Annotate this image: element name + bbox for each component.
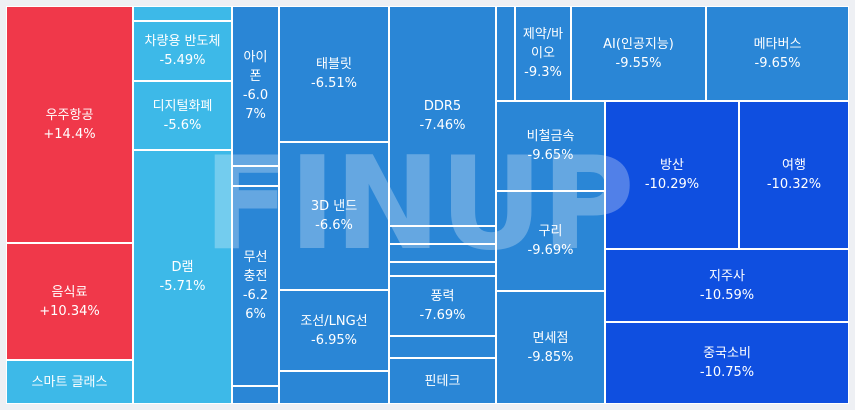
tile-label: D램 [171, 260, 194, 275]
tile-semicar[interactable]: 차량용 반도체 -5.49% [133, 21, 232, 81]
tile-china[interactable]: 중국소비 -10.75% [605, 322, 849, 404]
tile-nand[interactable]: 3D 낸드 -6.6% [279, 142, 389, 290]
tile-label: 우주항공 [45, 107, 94, 123]
tile-label: 태블릿 [316, 57, 352, 72]
tile-ai[interactable]: AI(인공지능) -9.55% [571, 6, 706, 101]
tile-change: -9.65% [527, 148, 574, 163]
tile-label: 면세점 [532, 330, 569, 346]
tile-label: 메타버스 [753, 36, 802, 52]
tile-iphone[interactable]: 아이 폰 -6.0 7% [232, 6, 279, 166]
tile-wind[interactable]: 풍력 -7.69% [389, 276, 496, 336]
tile-change: -9.69% [527, 243, 574, 258]
tile-label: 지주사 [709, 268, 745, 284]
tile-ddr5[interactable]: DDR5 -7.46% [389, 6, 496, 226]
tile-change: -6.95% [311, 332, 357, 348]
tile-label: 조선/LNG선 [300, 313, 368, 329]
tile-blank_d4[interactable] [389, 336, 496, 358]
tile-blank_t[interactable] [496, 6, 515, 101]
tile-blank_s[interactable] [279, 371, 389, 404]
tile-meta[interactable]: 메타버스 -9.65% [706, 6, 849, 101]
tile-pharma[interactable]: 제약/바 이오 -9.3% [515, 6, 571, 101]
tile-label: 방산 [660, 158, 684, 173]
tile-label: 아이 폰 [243, 50, 268, 84]
tile-dutyfree[interactable]: 면세점 -9.85% [496, 291, 605, 404]
tile-change: -10.29% [644, 177, 700, 192]
tile-label: 구리 [538, 224, 563, 239]
tile-change: -6.0 7% [242, 88, 269, 122]
tile-label: 비철금속 [526, 129, 575, 144]
tile-blank_d3[interactable] [389, 262, 496, 276]
tile-label: 무선 충전 [243, 250, 268, 284]
tile-change: -5.71% [159, 279, 206, 294]
tile-tablet[interactable]: 태블릿 -6.51% [279, 6, 389, 142]
tile-label: 차량용 반도체 [144, 34, 221, 49]
tile-label: 중국소비 [703, 346, 751, 361]
tile-smartglass[interactable]: 스마트 글래스 [6, 360, 133, 404]
tile-change: -10.59% [699, 287, 755, 303]
tile-label: AI(인공지능) [603, 36, 674, 52]
tile-blank_i[interactable] [232, 166, 279, 186]
tile-change: -9.85% [527, 349, 574, 365]
tile-change: -9.65% [754, 55, 801, 71]
tile-blank_top[interactable] [133, 6, 232, 21]
tile-label: DDR5 [423, 99, 462, 114]
tile-change: -5.6% [163, 117, 202, 133]
tile-blank_w[interactable] [232, 386, 279, 404]
tile-wireless[interactable]: 무선 충전 -6.2 6% [232, 186, 279, 386]
tile-change: -10.75% [699, 365, 755, 380]
tile-label: 디지털화폐 [152, 98, 213, 114]
tile-label: 스마트 글래스 [31, 374, 108, 390]
tile-ship[interactable]: 조선/LNG선 -6.95% [279, 290, 389, 371]
tile-travel[interactable]: 여행 -10.32% [739, 101, 849, 249]
tile-label: 음식료 [51, 284, 88, 300]
tile-food[interactable]: 음식료 +10.34% [6, 243, 133, 360]
tile-label: 3D 낸드 [310, 199, 358, 214]
tile-change: +10.34% [39, 303, 100, 319]
tile-fintech[interactable]: 핀테크 [389, 358, 496, 404]
tile-label: 여행 [782, 158, 806, 173]
tile-nonferrous[interactable]: 비철금속 -9.65% [496, 101, 605, 191]
tile-label: 풍력 [430, 289, 455, 304]
treemap-chart: 우주항공 +14.4% 음식료 +10.34% 스마트 글래스 차량용 반도체 -5.49%… [6, 6, 849, 404]
tile-space[interactable]: 우주항공 +14.4% [6, 6, 133, 243]
tile-defense[interactable]: 방산 -10.29% [605, 101, 739, 249]
tile-digital[interactable]: 디지털화폐 -5.6% [133, 81, 232, 150]
tile-holding[interactable]: 지주사 -10.59% [605, 249, 849, 322]
tile-change: -6.6% [315, 218, 353, 233]
tile-change: -5.49% [159, 53, 206, 68]
tile-change: -9.55% [615, 55, 662, 71]
tile-dram[interactable]: D램 -5.71% [133, 150, 232, 404]
tile-change: -7.46% [419, 118, 466, 133]
tile-copper[interactable]: 구리 -9.69% [496, 191, 605, 291]
tile-blank_d2[interactable] [389, 244, 496, 262]
tile-change: -6.2 6% [242, 288, 269, 322]
tile-change: -7.69% [419, 308, 466, 323]
tile-change: -9.3% [524, 65, 562, 80]
tile-change: -10.32% [766, 177, 822, 192]
tile-label: 제약/바 이오 [522, 27, 564, 61]
tile-blank_d1[interactable] [389, 226, 496, 244]
tile-label: 핀테크 [424, 373, 461, 389]
tile-change: -6.51% [311, 76, 357, 91]
tile-change: +14.4% [43, 126, 96, 142]
